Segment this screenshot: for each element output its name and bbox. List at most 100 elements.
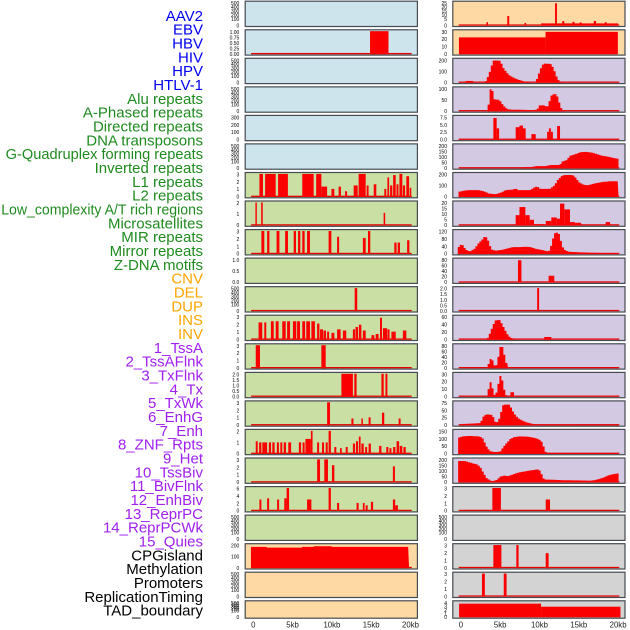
svg-text:200: 200	[439, 58, 448, 64]
svg-text:1: 1	[444, 558, 447, 564]
svg-text:2: 2	[237, 501, 240, 507]
svg-text:5.0: 5.0	[440, 123, 447, 129]
svg-text:2_TssAFlnk: 2_TssAFlnk	[125, 354, 203, 371]
svg-text:Low_complexity A/T rich region: Low_complexity A/T rich regions	[1, 202, 203, 218]
svg-text:500: 500	[231, 144, 240, 150]
svg-text:1.00: 1.00	[230, 30, 240, 36]
svg-text:400: 400	[231, 576, 240, 582]
svg-text:300: 300	[231, 66, 240, 72]
svg-text:40: 40	[441, 355, 447, 361]
svg-text:400: 400	[231, 603, 240, 609]
svg-text:120: 120	[439, 230, 448, 236]
svg-text:1: 1	[237, 441, 240, 447]
svg-text:0: 0	[237, 223, 240, 229]
svg-text:DNA transposons: DNA transposons	[86, 132, 203, 149]
svg-text:300: 300	[231, 295, 240, 301]
svg-text:3: 3	[237, 344, 240, 350]
svg-text:100: 100	[231, 608, 240, 614]
svg-text:3: 3	[444, 544, 447, 550]
svg-text:20: 20	[441, 330, 447, 336]
svg-text:10: 10	[441, 387, 447, 393]
svg-text:2: 2	[237, 429, 240, 435]
svg-text:0.50: 0.50	[230, 41, 240, 47]
svg-text:DUP: DUP	[171, 298, 203, 315]
svg-text:200: 200	[231, 544, 240, 550]
svg-text:1: 1	[237, 359, 240, 365]
svg-text:500: 500	[231, 601, 240, 607]
svg-text:0: 0	[444, 537, 447, 543]
svg-text:0: 0	[459, 621, 464, 630]
svg-text:2: 2	[444, 608, 447, 614]
svg-text:CPGisland: CPGisland	[131, 547, 203, 564]
svg-text:100: 100	[231, 588, 240, 594]
svg-text:HBV: HBV	[172, 36, 203, 53]
svg-text:2: 2	[237, 180, 240, 186]
svg-text:200: 200	[231, 123, 240, 129]
svg-text:0: 0	[237, 594, 240, 600]
svg-text:14_ReprPCWk: 14_ReprPCWk	[103, 520, 204, 537]
svg-text:0.00: 0.00	[230, 52, 240, 58]
svg-text:150: 150	[439, 429, 448, 435]
svg-text:300: 300	[231, 605, 240, 611]
svg-text:300: 300	[231, 115, 240, 121]
svg-text:Promoters: Promoters	[134, 575, 203, 592]
svg-text:0: 0	[237, 309, 240, 315]
svg-text:200: 200	[231, 156, 240, 162]
svg-text:0: 0	[444, 566, 447, 572]
svg-text:400: 400	[231, 91, 240, 97]
svg-text:100: 100	[439, 184, 448, 190]
svg-text:0.5: 0.5	[440, 303, 447, 309]
svg-text:50: 50	[441, 161, 447, 167]
svg-text:0: 0	[237, 509, 240, 515]
svg-text:0: 0	[444, 109, 447, 115]
svg-text:11_BivFlnk: 11_BivFlnk	[130, 478, 204, 495]
svg-text:2: 2	[237, 408, 240, 414]
svg-text:200: 200	[231, 298, 240, 304]
svg-text:1: 1	[237, 212, 240, 218]
svg-text:75: 75	[441, 401, 447, 407]
svg-text:400: 400	[231, 519, 240, 525]
svg-text:0: 0	[444, 423, 447, 429]
svg-text:100: 100	[439, 87, 448, 93]
svg-text:50: 50	[441, 98, 447, 104]
svg-text:1: 1	[237, 473, 240, 479]
svg-text:1_TssA: 1_TssA	[154, 340, 203, 357]
svg-text:0: 0	[237, 480, 240, 486]
svg-text:100: 100	[439, 531, 448, 537]
svg-text:1.5: 1.5	[440, 292, 447, 298]
svg-text:3: 3	[237, 458, 240, 464]
svg-text:15kb: 15kb	[570, 621, 588, 630]
svg-text:3: 3	[237, 173, 240, 179]
svg-text:0: 0	[237, 615, 240, 621]
svg-text:INV: INV	[178, 326, 203, 343]
svg-text:20kb: 20kb	[402, 621, 420, 630]
svg-text:3: 3	[237, 230, 240, 236]
svg-text:400: 400	[231, 62, 240, 68]
svg-text:6_EnhG: 6_EnhG	[148, 409, 203, 426]
svg-text:500: 500	[231, 287, 240, 293]
svg-text:HIV: HIV	[178, 49, 203, 66]
svg-text:Mirror repeats: Mirror repeats	[110, 243, 203, 260]
svg-text:400: 400	[231, 5, 240, 11]
svg-text:0: 0	[444, 366, 447, 372]
svg-text:0: 0	[237, 109, 240, 115]
svg-text:40: 40	[441, 269, 447, 275]
svg-text:0: 0	[237, 452, 240, 458]
svg-text:4_Tx: 4_Tx	[170, 381, 204, 398]
svg-text:5: 5	[444, 17, 447, 23]
svg-text:300: 300	[231, 9, 240, 15]
svg-text:5: 5	[444, 218, 447, 224]
svg-text:400: 400	[439, 519, 448, 525]
svg-text:400: 400	[231, 291, 240, 297]
svg-text:20: 20	[441, 37, 447, 43]
svg-text:20: 20	[441, 5, 447, 11]
svg-text:50: 50	[441, 444, 447, 450]
svg-text:2: 2	[444, 494, 447, 500]
svg-text:1: 1	[444, 587, 447, 593]
svg-text:3: 3	[444, 604, 447, 610]
svg-text:0: 0	[237, 138, 240, 144]
svg-text:15_Quies: 15_Quies	[139, 533, 203, 550]
svg-text:2: 2	[237, 201, 240, 207]
svg-text:20kb: 20kb	[610, 621, 628, 630]
svg-text:1: 1	[444, 611, 447, 617]
